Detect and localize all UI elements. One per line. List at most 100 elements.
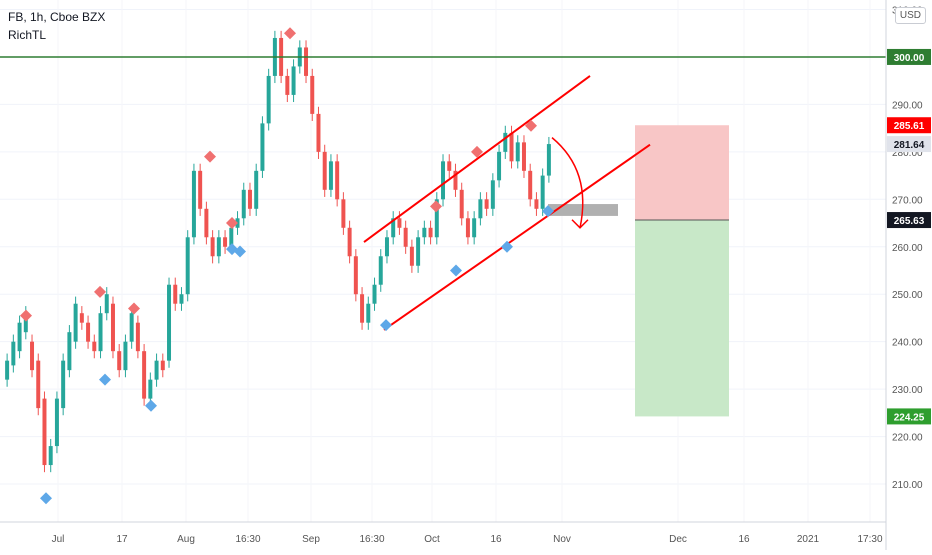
indicator-legend[interactable]: RichTL xyxy=(8,28,47,42)
candle-body xyxy=(73,303,78,342)
candle-body xyxy=(5,360,10,380)
top-marker xyxy=(204,150,216,163)
top-marker xyxy=(128,302,140,315)
candle-body xyxy=(129,313,134,342)
y-tick-label: 210.00 xyxy=(892,480,923,491)
candle-body xyxy=(142,351,147,399)
bottom-marker xyxy=(542,205,554,218)
candle-body xyxy=(341,199,346,228)
symbol-legend[interactable]: FB, 1h, Cboe BZX xyxy=(8,10,106,24)
projection-arrow xyxy=(551,137,584,228)
candle-body xyxy=(123,341,128,371)
candle-body xyxy=(546,144,551,176)
x-tick-label: Oct xyxy=(424,534,440,545)
bottom-marker xyxy=(501,240,513,253)
candle-body xyxy=(453,170,458,190)
price-badge-bg xyxy=(887,48,931,65)
candle-body xyxy=(509,132,514,162)
time-axis[interactable]: Jul 17 Aug 16:30 Sep 16:30 Oct 16 Nov Dec 16 2021 17… xyxy=(0,521,886,545)
candle-body xyxy=(148,379,153,399)
candle-body xyxy=(160,360,165,371)
candle-body xyxy=(104,294,109,314)
top-marker xyxy=(471,145,483,158)
candle-body xyxy=(360,294,365,323)
candle-body xyxy=(291,66,296,95)
candle-body xyxy=(335,161,340,200)
candle-body xyxy=(154,360,159,380)
candle-body xyxy=(285,75,290,95)
candle-body xyxy=(185,237,190,295)
candle-body xyxy=(503,132,508,152)
candle-body xyxy=(191,170,196,238)
candle-body xyxy=(117,351,122,371)
position-zones xyxy=(548,125,729,417)
candle-body xyxy=(378,256,383,285)
candle-body xyxy=(416,237,421,266)
candle-body xyxy=(92,341,97,352)
candle-body xyxy=(372,284,377,304)
candle-body xyxy=(528,170,533,200)
x-tick-label: 16:30 xyxy=(235,534,260,545)
y-tick-label: 250.00 xyxy=(892,290,923,301)
candle-body xyxy=(30,341,35,371)
channel-upper-line xyxy=(363,75,591,243)
candle-body xyxy=(167,284,172,361)
trend-lines[interactable] xyxy=(0,56,886,331)
y-tick-label: 230.00 xyxy=(892,385,923,396)
candle-body xyxy=(397,218,402,228)
candle-body xyxy=(11,341,16,366)
candle-body xyxy=(79,313,84,323)
bottom-marker xyxy=(40,492,52,505)
price-badge-label: 281.64 xyxy=(894,140,925,151)
candle-body xyxy=(347,227,352,257)
candle-body xyxy=(465,218,470,238)
candle-body xyxy=(179,294,184,304)
candle-body xyxy=(409,246,414,266)
top-marker xyxy=(20,309,32,322)
candle-body xyxy=(266,75,271,124)
projection-arrowhead xyxy=(571,219,589,229)
candle-body xyxy=(229,227,234,247)
x-tick-label: 17 xyxy=(116,534,128,545)
candle-body xyxy=(459,189,464,219)
candle-body xyxy=(254,170,259,209)
candle-body xyxy=(422,227,427,238)
price-badge-bg xyxy=(887,408,931,425)
top-marker xyxy=(226,217,238,230)
candle-body xyxy=(247,189,252,209)
candle-body xyxy=(17,322,22,352)
x-tick-label: Dec xyxy=(669,534,687,545)
y-tick-label: 220.00 xyxy=(892,433,923,444)
candle-body xyxy=(534,199,539,209)
candle-body xyxy=(515,142,520,162)
candle-body xyxy=(478,199,483,219)
candle-body xyxy=(216,237,221,257)
y-tick-label: 270.00 xyxy=(892,195,923,206)
candle-body xyxy=(23,313,28,333)
x-tick-label: 2021 xyxy=(797,534,820,545)
price-badge-label: 300.00 xyxy=(894,53,925,64)
x-tick-label: 17:30 xyxy=(857,534,882,545)
candle-body xyxy=(322,151,327,190)
candle-body xyxy=(316,113,321,152)
candle-body xyxy=(490,180,495,209)
y-tick-label: 280.00 xyxy=(892,148,923,159)
candle-body xyxy=(198,170,203,209)
x-tick-label: 16:30 xyxy=(359,534,384,545)
candle-body xyxy=(521,142,526,171)
candle-body xyxy=(434,199,439,238)
candle-body xyxy=(223,237,228,247)
bottom-marker xyxy=(380,319,392,332)
candle-body xyxy=(403,227,408,247)
candle-body xyxy=(110,303,115,352)
y-tick-label: 240.00 xyxy=(892,338,923,349)
currency-badge[interactable]: USD xyxy=(894,7,926,24)
candle-body xyxy=(86,322,91,342)
price-axis[interactable]: 210.00 220.00 230.00 240.00 250.00 260.00 270.… xyxy=(885,0,931,550)
channel-lower-line xyxy=(383,143,651,331)
candle-body xyxy=(135,322,140,352)
candle-body xyxy=(384,237,389,257)
candle-body xyxy=(173,284,178,304)
